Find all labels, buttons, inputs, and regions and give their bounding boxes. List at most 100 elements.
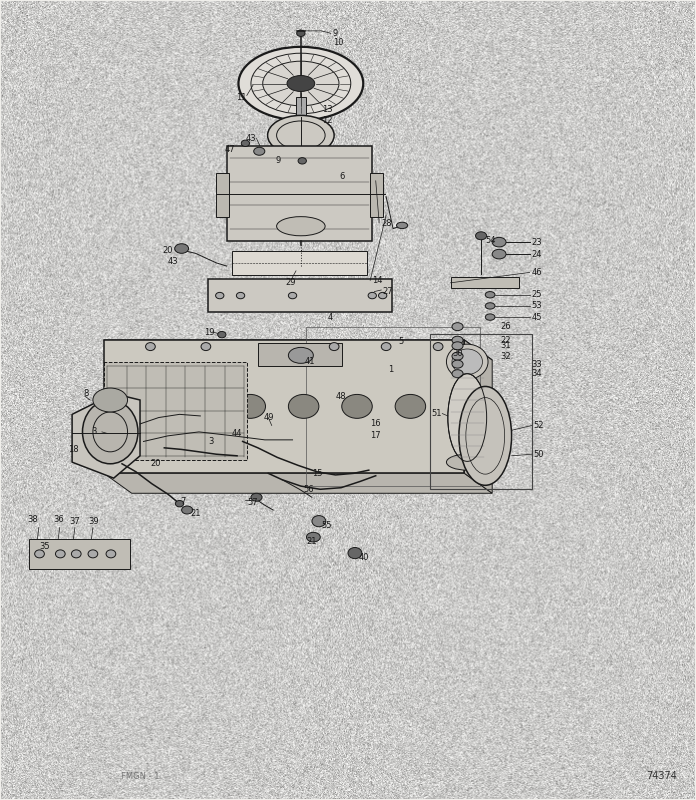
Text: FMGN - 1: FMGN - 1 xyxy=(121,772,159,781)
Ellipse shape xyxy=(452,342,463,350)
Text: 45: 45 xyxy=(532,313,542,322)
Text: 35: 35 xyxy=(40,542,50,551)
Text: 57: 57 xyxy=(248,498,258,506)
Ellipse shape xyxy=(83,400,138,464)
Polygon shape xyxy=(72,394,140,478)
Text: 48: 48 xyxy=(335,392,346,402)
Ellipse shape xyxy=(485,314,495,320)
Ellipse shape xyxy=(35,550,45,558)
Ellipse shape xyxy=(145,342,155,350)
Ellipse shape xyxy=(182,394,212,418)
Polygon shape xyxy=(104,340,492,360)
Ellipse shape xyxy=(446,344,488,379)
Text: 53: 53 xyxy=(532,302,542,310)
Ellipse shape xyxy=(492,250,506,259)
Text: 55: 55 xyxy=(322,522,332,530)
Text: 26: 26 xyxy=(500,322,511,331)
Bar xyxy=(227,146,372,241)
Ellipse shape xyxy=(492,238,506,247)
Bar xyxy=(104,340,464,474)
Text: 8: 8 xyxy=(84,389,88,398)
Polygon shape xyxy=(104,362,248,460)
Text: 40: 40 xyxy=(358,554,369,562)
Polygon shape xyxy=(104,474,492,494)
Text: 25: 25 xyxy=(532,290,542,299)
Ellipse shape xyxy=(368,292,377,298)
Bar xyxy=(296,97,306,114)
Bar xyxy=(306,326,480,486)
Ellipse shape xyxy=(452,360,463,368)
Text: 20: 20 xyxy=(150,459,161,468)
Text: 9: 9 xyxy=(333,29,338,38)
Text: 52: 52 xyxy=(534,421,544,430)
Text: 29: 29 xyxy=(285,278,296,286)
Text: 21: 21 xyxy=(306,538,317,546)
Text: 12: 12 xyxy=(322,116,332,125)
Ellipse shape xyxy=(312,515,326,526)
Ellipse shape xyxy=(485,291,495,298)
Bar xyxy=(370,173,383,217)
Ellipse shape xyxy=(452,352,463,360)
Text: 38: 38 xyxy=(28,515,38,524)
Ellipse shape xyxy=(329,342,339,350)
Ellipse shape xyxy=(381,342,391,350)
Text: CROWLEY MARINE: CROWLEY MARINE xyxy=(191,346,505,374)
Text: 27: 27 xyxy=(383,287,393,296)
Polygon shape xyxy=(464,340,492,494)
Ellipse shape xyxy=(216,292,224,298)
Ellipse shape xyxy=(446,454,488,470)
Text: 31: 31 xyxy=(500,342,511,350)
Ellipse shape xyxy=(267,115,334,155)
Bar xyxy=(430,334,532,490)
Text: 36: 36 xyxy=(54,515,64,524)
Bar xyxy=(29,538,129,569)
Text: 54: 54 xyxy=(485,236,496,245)
Text: 7: 7 xyxy=(180,497,186,506)
Text: 34: 34 xyxy=(532,369,542,378)
Ellipse shape xyxy=(237,292,245,298)
Text: 22: 22 xyxy=(500,336,511,345)
Ellipse shape xyxy=(88,550,97,558)
Bar xyxy=(450,278,519,288)
Ellipse shape xyxy=(218,331,226,338)
Text: 44: 44 xyxy=(232,429,242,438)
Ellipse shape xyxy=(434,342,443,350)
Ellipse shape xyxy=(182,506,193,514)
Ellipse shape xyxy=(348,547,362,558)
Text: 21: 21 xyxy=(190,509,200,518)
Ellipse shape xyxy=(296,30,305,37)
Text: 11: 11 xyxy=(236,93,246,102)
Ellipse shape xyxy=(306,532,320,542)
Text: 28: 28 xyxy=(381,218,392,227)
Ellipse shape xyxy=(485,302,495,309)
Text: 24: 24 xyxy=(532,250,542,258)
Text: 6: 6 xyxy=(339,172,345,182)
Ellipse shape xyxy=(379,292,387,298)
Ellipse shape xyxy=(262,61,339,106)
Ellipse shape xyxy=(448,374,487,462)
Text: 56: 56 xyxy=(303,485,314,494)
Ellipse shape xyxy=(395,394,426,418)
Ellipse shape xyxy=(254,147,264,155)
Ellipse shape xyxy=(201,342,211,350)
Ellipse shape xyxy=(452,370,463,378)
Ellipse shape xyxy=(242,140,250,146)
Text: 4: 4 xyxy=(327,313,333,322)
Ellipse shape xyxy=(175,501,184,507)
Text: 15: 15 xyxy=(312,469,322,478)
Bar xyxy=(258,343,342,366)
Text: 23: 23 xyxy=(532,238,542,246)
Ellipse shape xyxy=(106,550,116,558)
Ellipse shape xyxy=(459,386,512,486)
Text: 32: 32 xyxy=(500,352,511,361)
Ellipse shape xyxy=(287,75,315,91)
Ellipse shape xyxy=(288,292,296,298)
Ellipse shape xyxy=(475,232,487,240)
Text: 41: 41 xyxy=(305,358,315,366)
Ellipse shape xyxy=(288,347,313,363)
Text: 9: 9 xyxy=(275,156,280,166)
Text: 14: 14 xyxy=(372,276,383,285)
Ellipse shape xyxy=(175,244,189,254)
Ellipse shape xyxy=(452,349,482,374)
Bar xyxy=(208,279,392,312)
